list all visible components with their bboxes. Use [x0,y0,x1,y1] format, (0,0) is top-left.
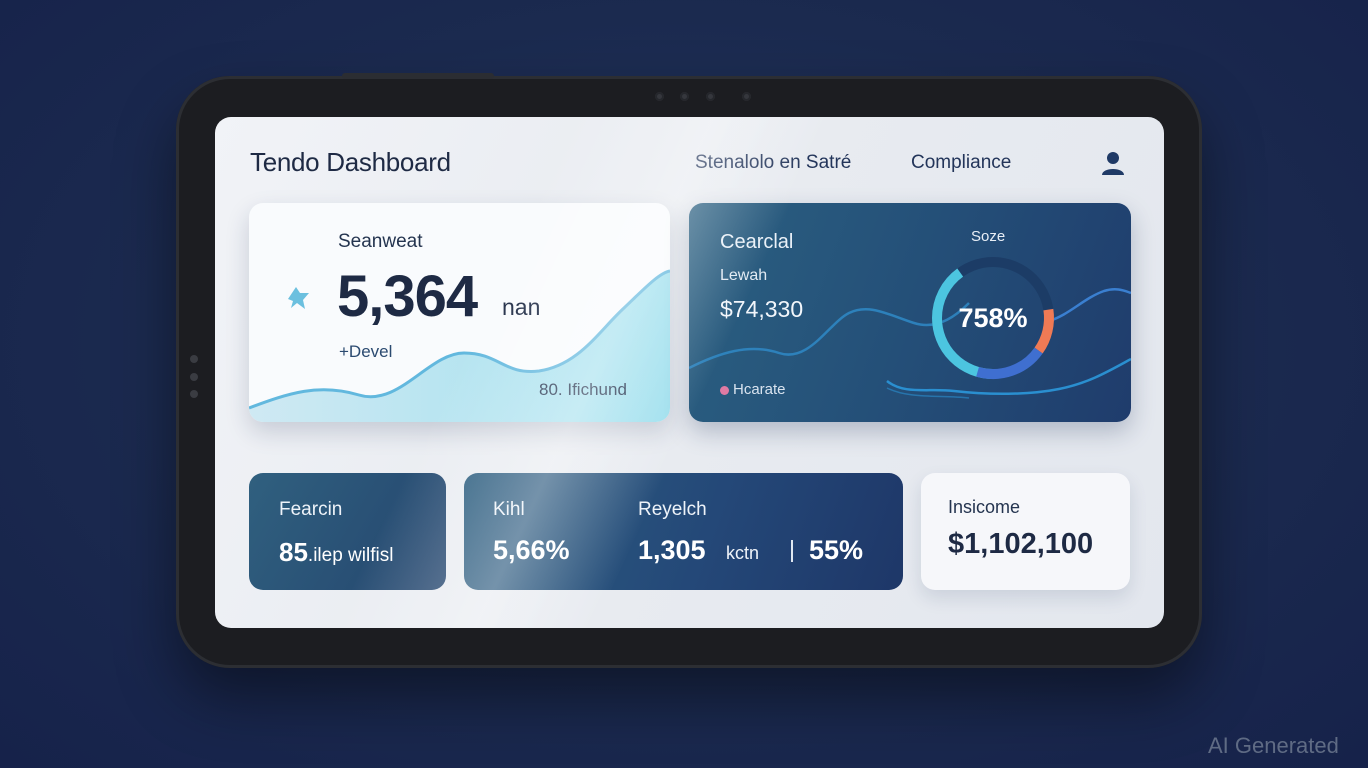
score-ring-percent: 758% [958,303,1028,333]
primary-metric-delta: +Devel [339,342,393,361]
search-card-value: 85.ilep wilfisl [279,537,393,568]
primary-metric-value: 5,364 [337,264,478,329]
area-wave-graphic [249,269,670,422]
watermark-text: AI Generated [1208,733,1339,758]
side-sensor [190,390,198,398]
metric-value-reyelch: 1,305 [638,535,706,565]
primary-metric-footer: 80. Ifichund [539,380,627,399]
score-card[interactable]: Cearclal Lewah $74,330 Soze 758% Hcarate [689,203,1131,422]
power-button [342,73,494,79]
score-card-value: $74,330 [720,296,804,322]
income-card-label: Insicome [948,497,1021,517]
metric-value-percent: 55% [809,535,864,565]
camera-dot [655,92,664,101]
metric-label-kihl: Kihl [493,499,525,520]
score-ring-chart [932,257,1054,379]
income-card[interactable]: Insicome $1,102,100 [921,473,1130,590]
score-legend-label: Hcarate [733,381,786,398]
legend-dot [720,386,729,395]
primary-metric-card[interactable]: Seanweat 5,364 nan +Devel 80. Ifichund [249,203,670,422]
side-sensor [190,355,198,363]
camera-dot [706,92,715,101]
nav-item-compliance[interactable]: Compliance [911,152,1012,173]
nav-item-stenalolo[interactable]: Stenalolo en Satré [695,152,852,173]
search-card-suffix: .ilep wilfisl [307,545,394,566]
search-card-number: 85 [279,537,308,567]
score-wave-graphic [689,288,1131,399]
dashboard-screen: Tendo Dashboard Stenalolo en Satré Compl… [215,117,1164,628]
page-title: Tendo Dashboard [250,147,451,177]
camera-lens [742,92,751,101]
primary-metric-label: Seanweat [338,231,423,252]
metrics-card[interactable]: Kihl Reyelch 5,66% 1,305 kctn 55% [464,473,903,590]
pin-icon [288,287,309,309]
side-sensor [190,373,198,381]
user-icon[interactable] [1099,149,1127,177]
metric-divider [791,540,793,562]
score-ring-label: Soze [971,228,1006,245]
score-card-label: Cearclal [720,231,794,253]
metric-label-reyelch: Reyelch [638,499,707,520]
score-card-sublabel: Lewah [720,267,768,284]
search-card[interactable]: Fearcin 85.ilep wilfisl [249,473,446,590]
income-card-value: $1,102,100 [948,528,1094,560]
camera-dot [680,92,689,101]
metric-unit-reyelch: kctn [726,543,760,563]
primary-metric-unit: nan [502,294,541,320]
search-card-label: Fearcin [279,499,343,520]
metric-value-kihl: 5,66% [493,535,570,565]
